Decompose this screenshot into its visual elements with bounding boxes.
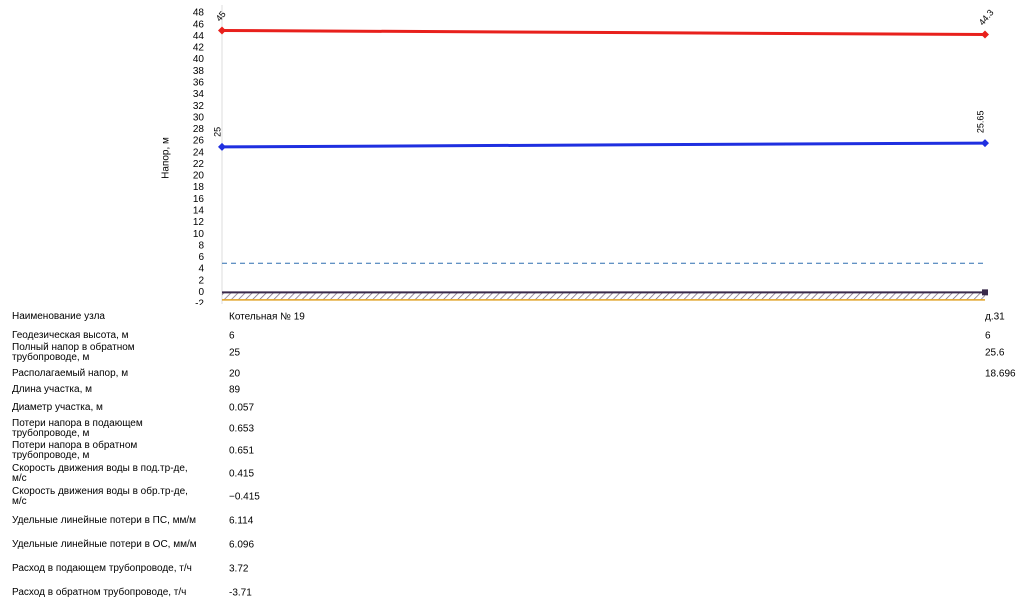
y-tick-label: 34 <box>193 89 205 100</box>
y-tick-label: 32 <box>193 101 205 112</box>
row-label: Расход в обратном трубопроводе, т/ч <box>12 587 187 598</box>
ground-hatch <box>222 292 985 300</box>
value-end: д.31 <box>985 311 1005 323</box>
value-end: 25.6 <box>985 347 1005 359</box>
y-tick-label: 36 <box>193 77 205 88</box>
row-label: Удельные линейные потери в ОС, мм/м <box>12 539 197 550</box>
y-tick-label: 44 <box>193 31 205 42</box>
row-label: Скорость движения воды в под.тр-де, м/с <box>12 463 188 484</box>
point <box>981 30 989 39</box>
y-tick-label: 48 <box>193 8 205 19</box>
value-start: 0.651 <box>229 445 255 457</box>
chart: Напор, м -202468101214161820222426283032… <box>161 5 996 305</box>
y-tick-label: 0 <box>198 287 204 298</box>
y-tick-label: 2 <box>198 275 204 286</box>
row-label: Диаметр участка, м <box>12 402 103 413</box>
y-tick-label: 4 <box>198 264 204 275</box>
point <box>981 139 989 148</box>
data-label: 44.3 <box>977 7 996 27</box>
value-start: 3.72 <box>229 563 249 575</box>
y-tick-label: 30 <box>193 112 205 123</box>
row-label: Расход в подающем трубопроводе, т/ч <box>12 563 192 574</box>
y-tick-label: 20 <box>193 171 205 182</box>
y-tick-label: 6 <box>198 252 204 263</box>
y-tick-label: 16 <box>193 194 205 205</box>
value-end: 18.696 <box>985 368 1016 380</box>
value-start: -3.71 <box>229 587 252 599</box>
row-label: Потери напора в подающем трубопроводе, м <box>12 418 143 439</box>
y-tick-label: 10 <box>193 229 205 240</box>
row-label: Удельные линейные потери в ПС, мм/м <box>12 515 197 526</box>
y-tick-label: 12 <box>193 217 205 228</box>
data-label: 45 <box>214 9 228 23</box>
value-start: 6.096 <box>229 539 255 551</box>
value-start: 0.653 <box>229 423 255 435</box>
y-tick-label: 42 <box>193 43 205 54</box>
data-label: 25 <box>212 127 222 137</box>
series-line <box>221 28 986 37</box>
value-start: 0.057 <box>229 402 255 414</box>
value-start: 89 <box>229 384 241 396</box>
y-tick-label: 22 <box>193 159 205 170</box>
data-label: 25.65 <box>975 111 985 134</box>
row-label: Располагаемый напор, м <box>12 368 129 379</box>
y-tick-label: 26 <box>193 136 205 147</box>
row-label: Потери напора в обратном трубопроводе, м <box>12 440 138 461</box>
value-start: 6.114 <box>229 515 254 527</box>
row-label: Скорость движения воды в обр.тр-де, м/с <box>12 486 188 507</box>
y-tick-label: 46 <box>193 19 205 30</box>
row-label: Полный напор в обратном трубопроводе, м <box>12 342 135 363</box>
row-label: Наименование узла <box>12 311 105 322</box>
value-start: 6 <box>229 330 235 342</box>
y-tick-label: 14 <box>193 206 205 217</box>
series-line <box>221 141 986 149</box>
value-start: 25 <box>229 347 241 359</box>
y-tick-label: 38 <box>193 66 205 77</box>
y-tick-label: 28 <box>193 124 205 135</box>
value-end: 6 <box>985 330 991 342</box>
point <box>218 142 226 151</box>
y-tick-label: 8 <box>198 240 204 251</box>
y-axis-label: Напор, м <box>161 137 172 179</box>
y-tick-label: 24 <box>193 147 205 158</box>
y-tick-label: 18 <box>193 182 205 193</box>
value-start: Котельная № 19 <box>229 311 305 323</box>
value-start: −0.415 <box>229 491 260 503</box>
row-label: Длина участка, м <box>12 384 92 395</box>
end-marker <box>982 289 988 296</box>
y-tick-label: 40 <box>193 54 205 65</box>
value-start: 0.415 <box>229 468 255 480</box>
point <box>218 26 226 35</box>
value-start: 20 <box>229 368 241 380</box>
y-tick-label: -2 <box>195 299 204 305</box>
row-label: Геодезическая высота, м <box>12 330 129 341</box>
